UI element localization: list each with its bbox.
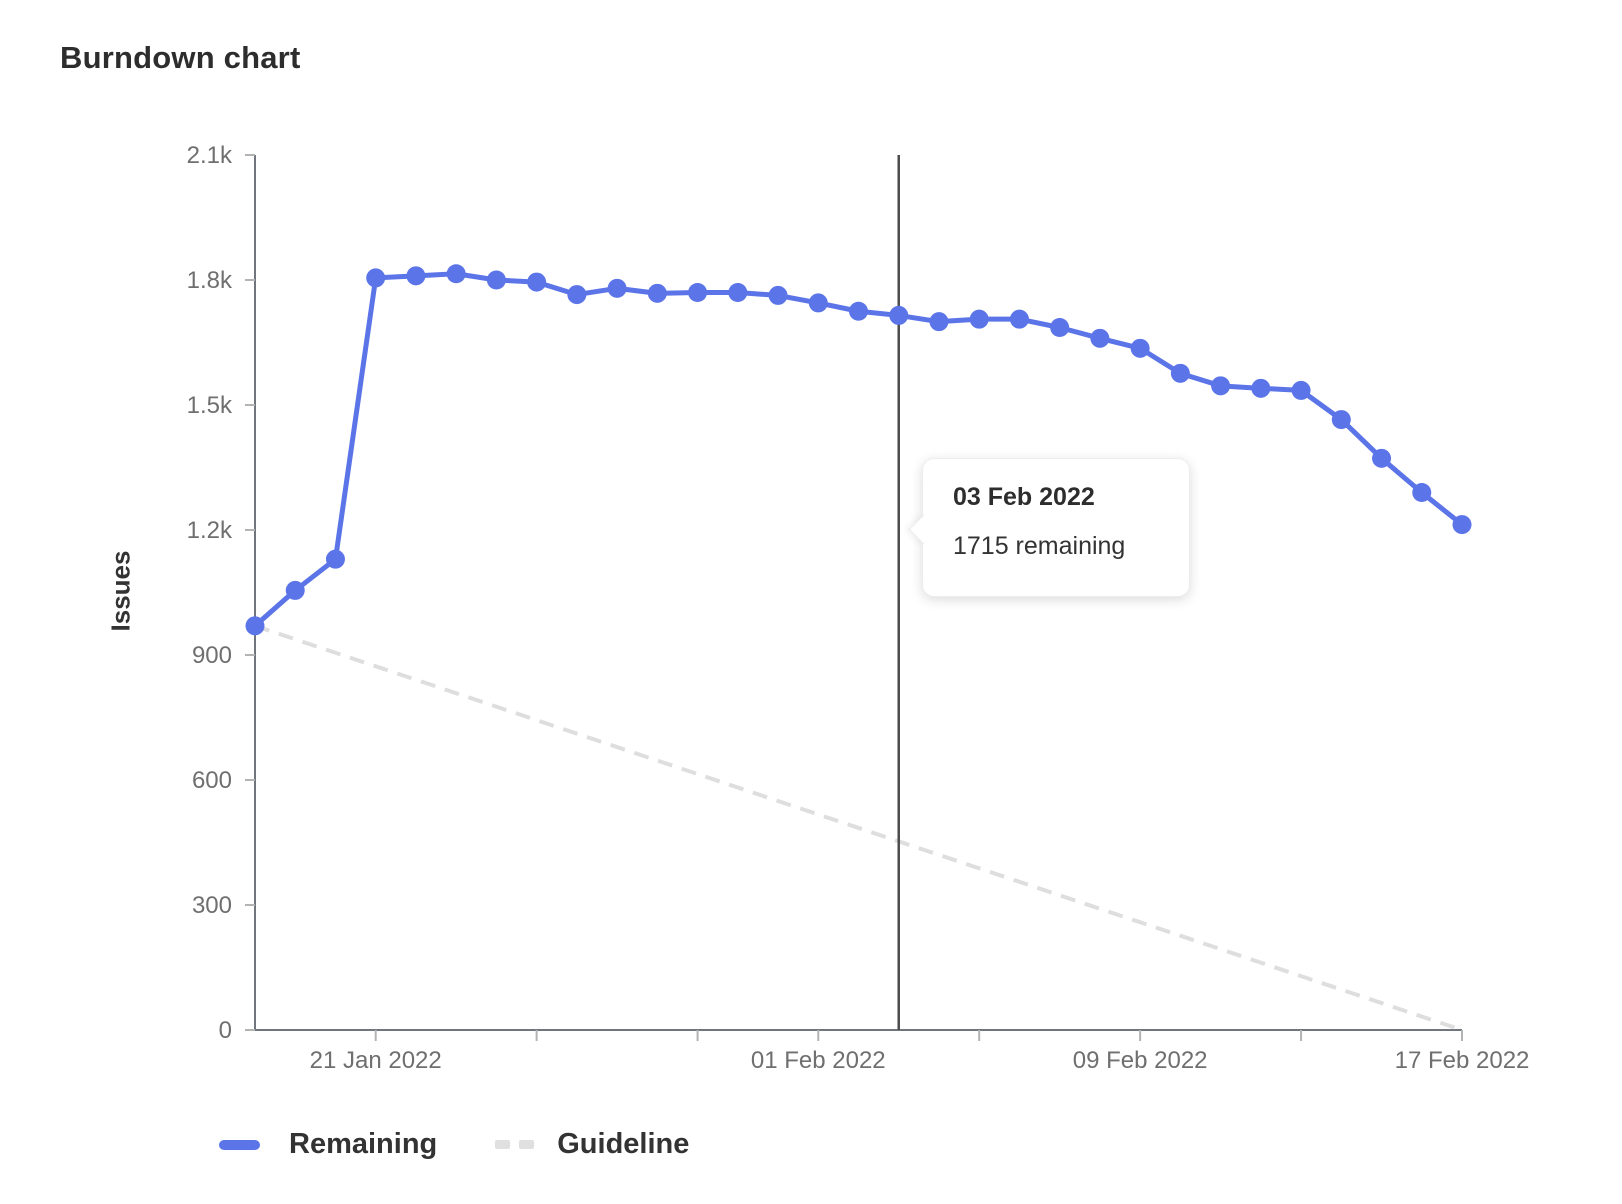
- remaining-data-point[interactable]: [728, 283, 748, 302]
- legend-label-guideline: Guideline: [557, 1128, 690, 1160]
- guideline-line[interactable]: [254, 623, 1463, 1032]
- guideline-dash-swatch-icon: [495, 1140, 535, 1149]
- legend-item-guideline[interactable]: Guideline: [495, 1128, 689, 1161]
- remaining-data-point[interactable]: [768, 285, 788, 305]
- remaining-data-point[interactable]: [406, 266, 426, 286]
- remaining-data-point[interactable]: [1331, 410, 1351, 430]
- legend-label-remaining: Remaining: [289, 1128, 438, 1160]
- remaining-data-point[interactable]: [1050, 318, 1070, 337]
- remaining-data-point[interactable]: [527, 272, 547, 292]
- y-tick-label: 1.2k: [187, 517, 233, 544]
- remaining-data-point[interactable]: [1009, 309, 1029, 329]
- remaining-data-point[interactable]: [567, 285, 587, 305]
- remaining-data-point[interactable]: [1211, 376, 1231, 396]
- tooltip-value: 1715 remaining: [953, 532, 1126, 560]
- chart-legend: Remaining Guideline: [219, 1128, 689, 1161]
- remaining-data-point[interactable]: [1412, 483, 1432, 502]
- remaining-data-point[interactable]: [1130, 338, 1150, 358]
- y-tick-label: 900: [192, 642, 232, 669]
- page-title: Burndown chart: [60, 40, 301, 75]
- legend-item-remaining[interactable]: Remaining: [219, 1128, 437, 1161]
- remaining-line-swatch-icon: [219, 1139, 260, 1150]
- remaining-data-point[interactable]: [1170, 363, 1190, 383]
- remaining-data-point[interactable]: [969, 309, 989, 329]
- remaining-data-point[interactable]: [889, 305, 909, 325]
- y-axis-title: Issues: [105, 550, 136, 632]
- x-tick-label: 09 Feb 2022: [1073, 1047, 1208, 1074]
- remaining-data-point[interactable]: [325, 549, 345, 569]
- tooltip-date: 03 Feb 2022: [953, 483, 1095, 511]
- remaining-data-point[interactable]: [366, 268, 386, 288]
- x-tick-label: 01 Feb 2022: [751, 1047, 886, 1074]
- y-tick-label: 300: [192, 892, 232, 919]
- remaining-data-point[interactable]: [929, 312, 949, 332]
- remaining-data-point[interactable]: [808, 293, 828, 313]
- chart-tooltip: 03 Feb 2022 1715 remaining: [908, 458, 1190, 597]
- y-tick-label: 1.8k: [187, 267, 233, 294]
- y-tick-label: 2.1k: [187, 142, 233, 169]
- remaining-data-point[interactable]: [688, 283, 708, 302]
- remaining-data-point[interactable]: [245, 616, 265, 636]
- remaining-data-point[interactable]: [1452, 515, 1472, 535]
- remaining-data-point[interactable]: [607, 278, 627, 298]
- y-tick-label: 600: [192, 767, 232, 794]
- remaining-data-point[interactable]: [1372, 448, 1392, 468]
- remaining-line[interactable]: [252, 271, 1465, 629]
- y-tick-label: 0: [219, 1017, 232, 1044]
- x-tick-label: 21 Jan 2022: [310, 1047, 442, 1074]
- x-tick-label: 17 Feb 2022: [1395, 1047, 1530, 1074]
- y-tick-label: 1.5k: [187, 392, 233, 419]
- remaining-data-point[interactable]: [647, 283, 667, 303]
- remaining-data-point[interactable]: [1090, 328, 1110, 348]
- remaining-data-point[interactable]: [446, 264, 466, 284]
- remaining-data-point[interactable]: [285, 580, 305, 600]
- remaining-data-point[interactable]: [1291, 380, 1311, 400]
- remaining-data-point[interactable]: [486, 270, 506, 290]
- remaining-data-point[interactable]: [1251, 378, 1271, 398]
- remaining-data-point[interactable]: [849, 301, 868, 321]
